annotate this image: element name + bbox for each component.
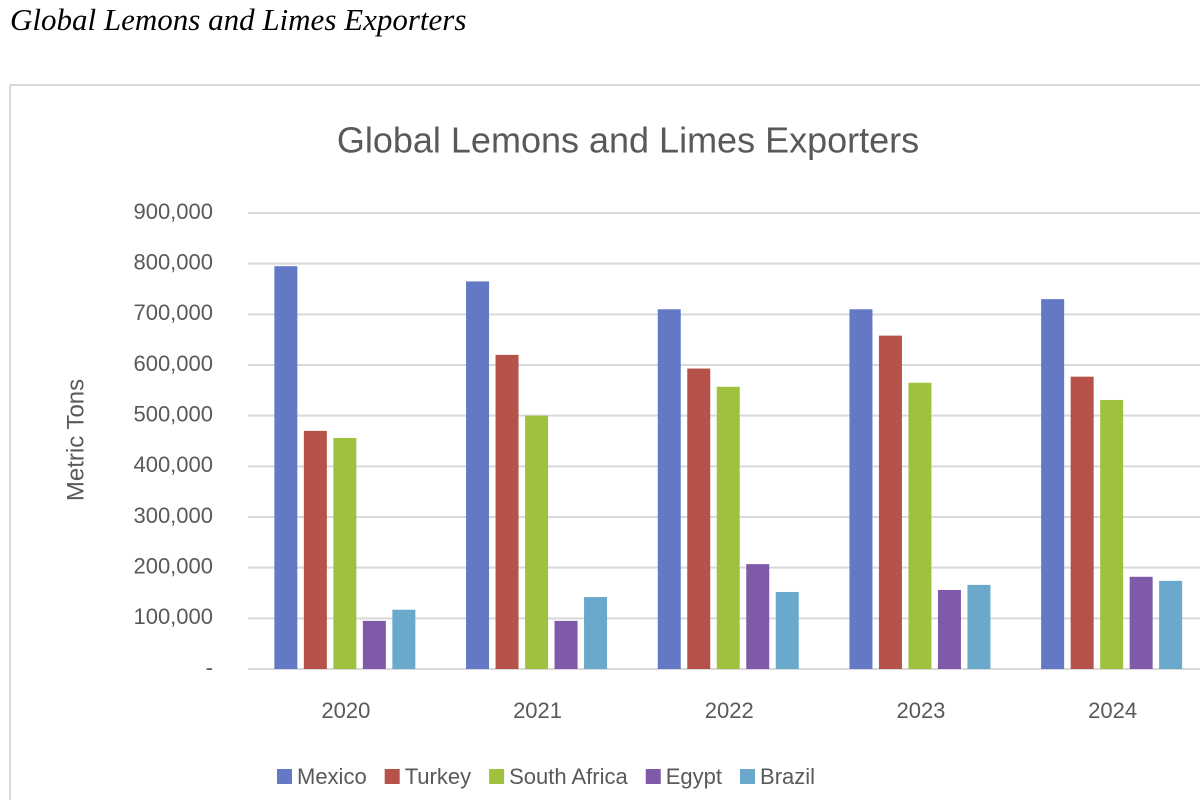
bar [274,266,298,669]
bar [362,620,386,669]
bar [1041,299,1065,669]
bar [495,354,519,669]
bar [466,281,490,669]
x-tick-label: 2022 [705,698,754,723]
legend-label: Brazil [760,764,815,789]
bar [908,382,932,669]
bar [525,415,549,669]
bar [392,609,416,669]
legend-swatch [740,769,756,784]
legend-swatch [384,769,400,784]
y-tick-label: 400,000 [133,452,213,477]
legend-swatch [489,769,505,784]
legend-swatch [277,769,292,784]
bar [554,620,578,669]
y-tick-label: 100,000 [133,604,213,629]
x-tick-label: 2024 [1088,698,1137,723]
y-tick-label: 700,000 [133,300,213,325]
bar [746,564,770,669]
y-axis-label: Metric Tons [62,379,89,501]
bar [333,437,357,669]
x-tick-label: 2021 [513,698,562,723]
y-tick-label: 500,000 [133,401,213,426]
bar [303,430,327,669]
bar [849,309,873,669]
y-tick-label: 600,000 [133,351,213,376]
y-tick-label: - [206,655,213,680]
legend-label: South Africa [509,764,628,789]
bar [584,597,608,669]
page-heading: Global Lemons and Limes Exporters [10,2,467,37]
bar [937,589,961,669]
y-tick-label: 200,000 [133,553,213,578]
bar [775,591,799,669]
bar [1129,576,1153,669]
y-tick-label: 300,000 [133,503,213,528]
legend-label: Turkey [405,764,471,789]
legend-swatch [645,769,661,784]
y-tick-label: 800,000 [133,249,213,274]
bar [1159,580,1183,669]
bar [878,335,902,669]
y-tick-label: 900,000 [133,199,213,224]
chart-title: Global Lemons and Limes Exporters [337,120,919,161]
bar [657,309,681,669]
bar [967,584,991,669]
bar [716,386,740,669]
legend-label: Egypt [666,764,722,789]
bar [687,368,711,669]
bar [1100,399,1124,669]
bar [1070,376,1094,669]
legend-label: Mexico [297,764,367,789]
x-tick-label: 2023 [896,698,945,723]
x-tick-label: 2020 [321,698,370,723]
